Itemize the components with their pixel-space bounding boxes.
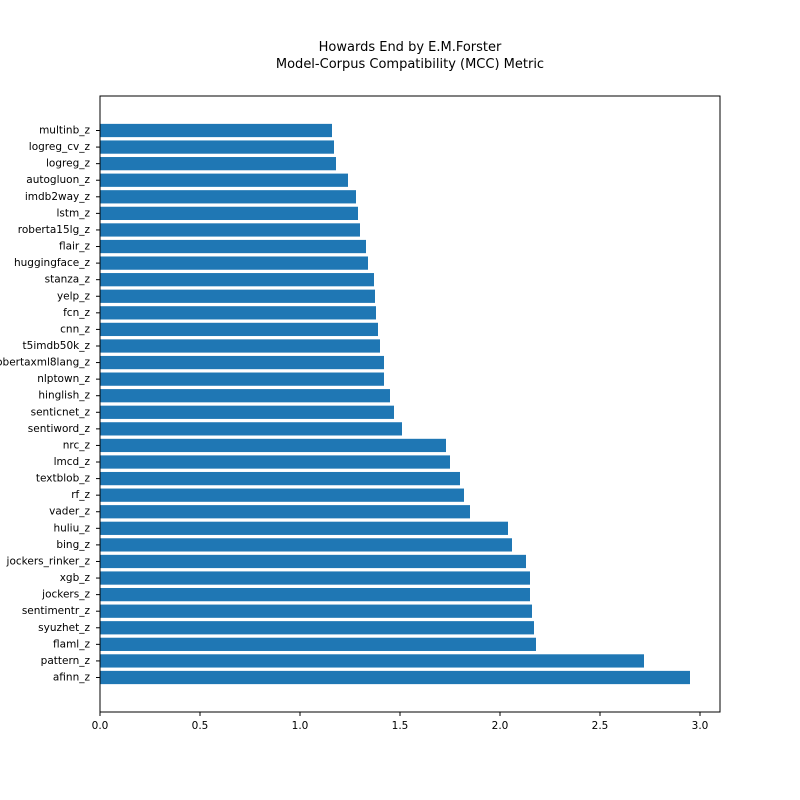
bar-cnn_z xyxy=(100,322,378,337)
x-tick-label: 3.0 xyxy=(692,720,709,732)
y-tick-label: yelp_z xyxy=(57,290,91,302)
y-tick-label: cnn_z xyxy=(60,323,90,335)
bar-t5imdb50k_z xyxy=(100,339,380,353)
y-tick-label: bing_z xyxy=(56,539,90,551)
bar-jockers_rinker_z xyxy=(100,554,526,569)
y-tick-label: stanza_z xyxy=(45,274,91,286)
y-tick-label: pattern_z xyxy=(41,655,91,667)
y-tick-label: sentiword_z xyxy=(28,423,91,435)
bar-pattern_z xyxy=(100,654,644,668)
y-tick-label: flair_z xyxy=(59,241,91,253)
bar-nrc_z xyxy=(100,438,446,453)
y-tick-label: fcn_z xyxy=(63,307,90,319)
y-tick-label: flaml_z xyxy=(53,638,90,650)
chart-title-line-2: Model-Corpus Compatibility (MCC) Metric xyxy=(276,57,544,72)
chart-title: Howards End by E.M.Forster Model-Corpus … xyxy=(276,40,544,72)
y-tick-label: rf_z xyxy=(71,489,90,501)
y-tick-label: senticnet_z xyxy=(31,406,91,418)
bar-xgb_z xyxy=(100,571,530,585)
bar-lmcd_z xyxy=(100,455,450,469)
y-tick-label: textblob_z xyxy=(36,473,91,485)
x-tick-label: 2.0 xyxy=(492,720,509,732)
bar-sentimentr_z xyxy=(100,604,532,618)
y-tick-label: huggingface_z xyxy=(14,257,90,269)
y-tick-label: t5imdb50k_z xyxy=(23,340,91,352)
y-tick-label: lstm_z xyxy=(57,207,91,219)
bar-stanza_z xyxy=(100,273,374,287)
bar-textblob_z xyxy=(100,471,460,486)
bar-hinglish_z xyxy=(100,389,390,403)
x-tick-label: 0.0 xyxy=(92,720,109,732)
bar-lstm_z xyxy=(100,206,358,221)
bar-bing_z xyxy=(100,538,512,552)
bar-logreg_z xyxy=(100,157,336,171)
y-tick-label: jockers_rinker_z xyxy=(6,555,91,567)
bar-autogluon_z xyxy=(100,173,348,187)
bar-roberta15lg_z xyxy=(100,223,360,237)
y-tick-label: roberta15lg_z xyxy=(18,224,91,236)
bar-rf_z xyxy=(100,488,464,502)
y-tick-label: jockers_z xyxy=(41,589,90,601)
y-tick-label: vader_z xyxy=(49,506,90,518)
bar-afinn_z xyxy=(100,670,690,685)
x-tick-label: 1.0 xyxy=(292,720,309,732)
y-tick-label: nlptown_z xyxy=(37,373,90,385)
y-tick-label: multinb_z xyxy=(39,125,90,137)
y-tick-label: huliu_z xyxy=(53,522,90,534)
bar-fcn_z xyxy=(100,306,376,320)
x-tick-label: 1.5 xyxy=(392,720,409,732)
x-axis: 0.0 0.5 1.0 1.5 2.0 2.5 3.0 xyxy=(92,712,709,732)
bar-logreg_cv_z xyxy=(100,140,334,154)
bar-huliu_z xyxy=(100,521,508,535)
bar-robertaxml8lang_z xyxy=(100,355,384,370)
y-tick-label: lmcd_z xyxy=(54,456,91,468)
bar-huggingface_z xyxy=(100,256,368,270)
bar-group xyxy=(100,123,690,685)
plot-frame xyxy=(99,95,721,713)
x-tick-label: 2.5 xyxy=(592,720,609,732)
bar-flair_z xyxy=(100,239,366,254)
y-axis: multinb_z logreg_cv_z logreg_z autogluon_zi… xyxy=(0,125,100,684)
bar-syuzhet_z xyxy=(100,621,534,635)
bar-imdb2way_z xyxy=(100,190,356,204)
y-tick-label: nrc_z xyxy=(63,439,91,451)
bar-multinb_z xyxy=(100,123,332,138)
chart-title-line-1: Howards End by E.M.Forster xyxy=(319,40,502,55)
y-tick-label: imdb2way_z xyxy=(25,191,91,203)
bar-jockers_z xyxy=(100,587,530,602)
y-tick-label: logreg_cv_z xyxy=(29,141,91,153)
y-tick-label: robertaxml8lang_z xyxy=(0,357,90,369)
bar-yelp_z xyxy=(100,289,375,303)
y-tick-label: afinn_z xyxy=(53,672,91,684)
y-tick-label: autogluon_z xyxy=(26,174,90,186)
y-tick-label: xgb_z xyxy=(60,572,91,584)
y-tick-label: sentimentr_z xyxy=(22,605,91,617)
bar-senticnet_z xyxy=(100,405,394,419)
y-tick-label: hinglish_z xyxy=(38,390,90,402)
x-tick-label: 0.5 xyxy=(192,720,209,732)
bar-nlptown_z xyxy=(100,372,384,386)
bar-sentiword_z xyxy=(100,422,402,436)
y-tick-label: syuzhet_z xyxy=(38,622,90,634)
bar-vader_z xyxy=(100,505,470,519)
bar-flaml_z xyxy=(100,637,536,651)
y-tick-label: logreg_z xyxy=(46,158,90,170)
